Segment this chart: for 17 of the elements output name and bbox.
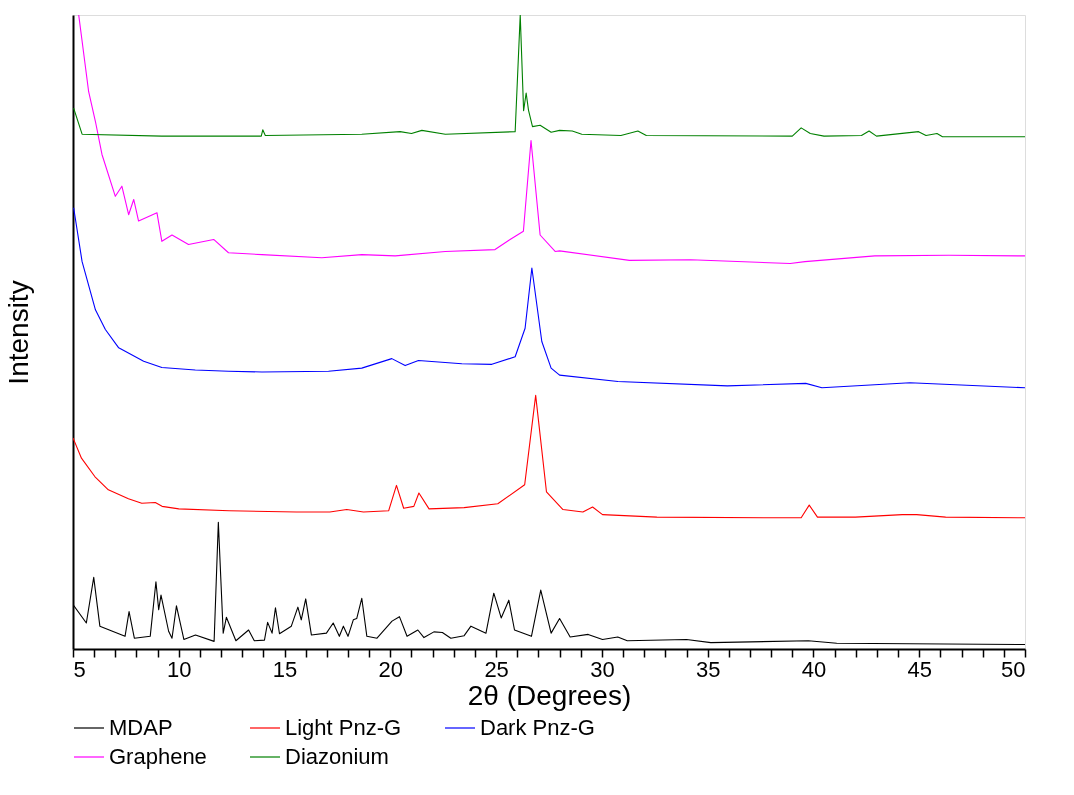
legend-label: Graphene (109, 744, 207, 769)
legend-label: Dark Pnz-G (480, 715, 595, 740)
x-tick-label: 30 (590, 656, 615, 682)
x-tick-label: 5 (73, 656, 86, 682)
x-tick-label: 40 (801, 656, 827, 682)
x-axis-title: 2θ (Degrees) (467, 679, 632, 711)
x-tick-label: 20 (378, 656, 404, 682)
legend-label: MDAP (109, 715, 173, 740)
legend-label: Diazonium (285, 744, 389, 769)
x-tick-label: 50 (1001, 656, 1026, 682)
x-tick-label: 10 (167, 656, 192, 682)
y-axis-title: Intensity (2, 280, 34, 385)
x-tick-label: 25 (484, 656, 509, 682)
x-tick-label: 15 (272, 656, 298, 682)
legend-label: Light Pnz-G (285, 715, 402, 740)
x-tick-label: 45 (907, 656, 932, 682)
x-tick-label: 35 (695, 656, 721, 682)
